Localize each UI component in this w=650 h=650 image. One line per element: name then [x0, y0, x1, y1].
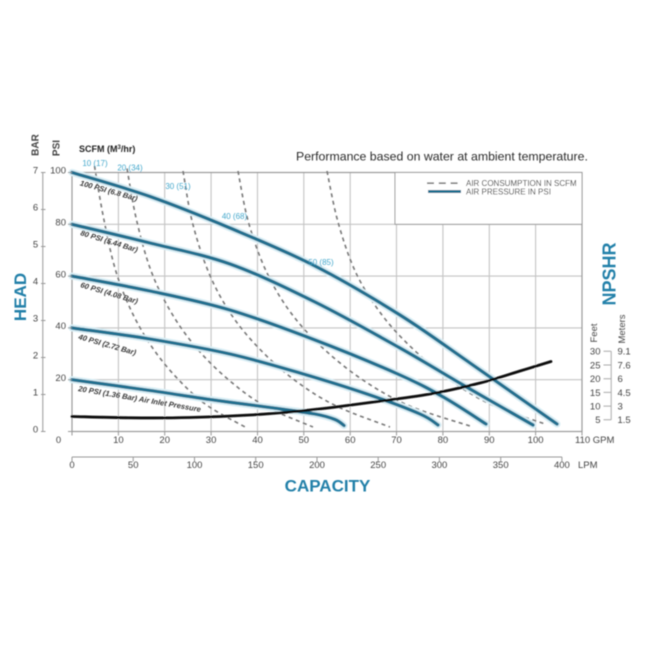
svg-text:AIR CONSUMPTION IN SCFM: AIR CONSUMPTION IN SCFM	[466, 179, 577, 188]
svg-text:7: 7	[33, 166, 38, 177]
svg-text:AIR PRESSURE IN PSI: AIR PRESSURE IN PSI	[466, 187, 551, 196]
svg-text:30 (51): 30 (51)	[165, 182, 191, 191]
svg-text:4: 4	[33, 277, 38, 288]
svg-text:25: 25	[590, 360, 601, 371]
svg-text:3: 3	[33, 314, 38, 325]
svg-text:80: 80	[55, 218, 66, 229]
svg-text:7.6: 7.6	[618, 360, 631, 371]
svg-text:LPM: LPM	[578, 460, 598, 471]
svg-text:4.5: 4.5	[618, 388, 631, 399]
svg-text:110 GPM: 110 GPM	[575, 435, 615, 446]
svg-text:Meters: Meters	[617, 314, 628, 343]
svg-text:1: 1	[33, 388, 38, 399]
svg-text:3: 3	[618, 402, 623, 413]
svg-text:100: 100	[528, 435, 544, 446]
svg-text:40: 40	[55, 321, 66, 332]
svg-text:SCFM (M3/hr): SCFM (M3/hr)	[79, 144, 135, 154]
svg-text:10 (17): 10 (17)	[82, 159, 108, 168]
svg-text:PSI: PSI	[52, 140, 63, 156]
svg-text:150: 150	[248, 460, 264, 471]
svg-text:40: 40	[252, 435, 263, 446]
svg-text:HEAD: HEAD	[11, 273, 30, 321]
svg-text:50 (85): 50 (85)	[308, 258, 334, 267]
svg-text:60: 60	[345, 435, 356, 446]
svg-text:9.1: 9.1	[618, 347, 631, 358]
svg-text:5: 5	[595, 415, 600, 426]
svg-text:50: 50	[299, 435, 310, 446]
svg-text:70: 70	[391, 435, 402, 446]
svg-text:15: 15	[590, 388, 601, 399]
svg-text:350: 350	[493, 460, 509, 471]
svg-text:300: 300	[431, 460, 447, 471]
svg-text:5: 5	[33, 240, 38, 251]
svg-text:250: 250	[370, 460, 386, 471]
svg-text:40 (68): 40 (68)	[222, 212, 248, 221]
svg-text:20: 20	[159, 435, 170, 446]
svg-text:200: 200	[309, 460, 325, 471]
svg-text:30: 30	[206, 435, 217, 446]
svg-text:Performance based on water at: Performance based on water at ambient te…	[296, 150, 588, 164]
svg-text:1.5: 1.5	[618, 415, 631, 426]
svg-text:100: 100	[50, 166, 66, 177]
svg-text:0: 0	[56, 435, 61, 446]
svg-text:0: 0	[33, 425, 38, 436]
svg-text:NPSHR: NPSHR	[600, 242, 620, 305]
svg-text:10: 10	[113, 435, 124, 446]
svg-text:CAPACITY: CAPACITY	[285, 477, 371, 496]
svg-text:30: 30	[590, 347, 601, 358]
svg-text:0: 0	[69, 460, 74, 471]
svg-text:400: 400	[554, 460, 570, 471]
svg-text:60: 60	[55, 269, 66, 280]
svg-text:20 (34): 20 (34)	[117, 163, 143, 172]
svg-text:20: 20	[55, 373, 66, 384]
svg-text:2: 2	[33, 351, 38, 362]
svg-text:100: 100	[187, 460, 203, 471]
svg-text:90: 90	[484, 435, 495, 446]
svg-text:6: 6	[618, 374, 623, 385]
svg-text:50: 50	[128, 460, 139, 471]
svg-text:BAR: BAR	[31, 133, 42, 155]
svg-text:20: 20	[590, 374, 601, 385]
svg-text:Feet: Feet	[589, 323, 600, 342]
svg-text:6: 6	[33, 203, 38, 214]
svg-text:80: 80	[438, 435, 449, 446]
svg-text:10: 10	[590, 402, 601, 413]
